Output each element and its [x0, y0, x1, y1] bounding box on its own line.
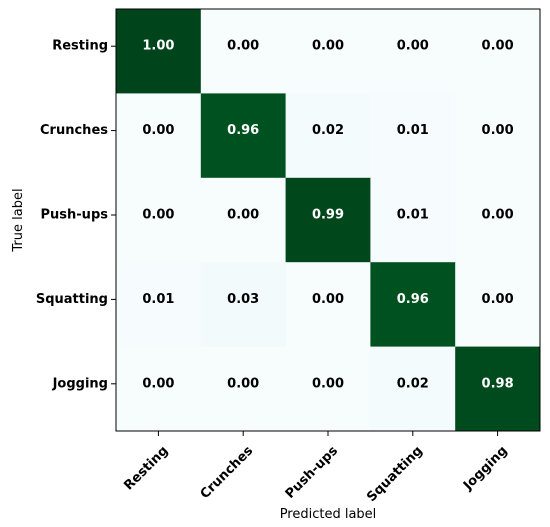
heatmap-cells: [116, 9, 541, 432]
heatmap-cell-1-2: [285, 93, 371, 179]
heatmap-cell-3-2: [285, 262, 371, 348]
cell-value-1-1: 0.96: [227, 123, 259, 138]
cell-value-4-3: 0.02: [397, 376, 429, 391]
heatmap-cell-2-1: [200, 177, 287, 263]
heatmap-cell-0-2: [285, 9, 371, 94]
heatmap-cell-2-4: [455, 177, 541, 263]
cell-value-1-4: 0.00: [482, 123, 514, 138]
x-axis-ticks: Resting Crunches Push-ups Squatting Jogging: [121, 431, 511, 505]
cell-value-0-2: 0.00: [312, 39, 344, 54]
heatmap-cell-0-0: [116, 9, 202, 94]
cell-value-2-2: 0.99: [312, 208, 344, 223]
cell-value-4-0: 0.00: [142, 376, 174, 391]
heatmap-cell-4-2: [285, 346, 371, 432]
heatmap-cell-2-2: [285, 177, 371, 263]
heatmap-cell-1-4: [455, 93, 541, 179]
y-tick-label: Squatting: [36, 292, 108, 307]
heatmap-cell-4-4: [455, 346, 541, 432]
y-tick-label: Crunches: [40, 123, 108, 138]
heatmap-cell-3-1: [200, 262, 287, 348]
cell-value-3-0: 0.01: [142, 292, 174, 307]
cell-value-2-3: 0.01: [397, 208, 429, 223]
cell-value-0-3: 0.00: [397, 39, 429, 54]
cell-value-2-4: 0.00: [482, 208, 514, 223]
heatmap-cell-0-1: [200, 9, 287, 94]
cell-value-0-1: 0.00: [227, 39, 259, 54]
heatmap-cell-3-4: [455, 262, 541, 348]
cell-value-0-4: 0.00: [482, 39, 514, 54]
x-tick-label: Resting: [121, 443, 171, 493]
cell-value-4-4: 0.98: [482, 376, 514, 391]
heatmap-cell-3-0: [116, 262, 202, 348]
x-tick-label: Jogging: [460, 443, 510, 493]
x-tick-label: Crunches: [198, 443, 257, 502]
heatmap-cell-2-3: [370, 177, 456, 263]
heatmap-cell-1-3: [370, 93, 456, 179]
cell-value-4-2: 0.00: [312, 376, 344, 391]
y-axis-ticks: Resting Crunches Push-ups Squatting Jogging: [36, 39, 116, 391]
x-tick-label: Push-ups: [283, 443, 341, 501]
cell-value-labels: 1.00 0.00 0.00 0.00 0.00 0.00 0.96 0.02 0.01 0.00…: [142, 39, 513, 392]
cell-value-0-0: 1.00: [142, 39, 174, 54]
cell-value-3-2: 0.00: [312, 292, 344, 307]
y-tick-label: Jogging: [52, 376, 108, 391]
heatmap-cell-0-4: [455, 9, 541, 94]
cell-value-2-1: 0.00: [227, 208, 259, 223]
heatmap-cell-1-0: [116, 93, 202, 179]
cell-value-3-4: 0.00: [482, 292, 514, 307]
heatmap-cell-0-3: [370, 9, 456, 94]
cell-value-3-3: 0.96: [397, 292, 429, 307]
cell-value-3-1: 0.03: [227, 292, 259, 307]
heatmap-cell-2-0: [116, 177, 202, 263]
heatmap-cell-4-0: [116, 346, 202, 432]
cell-value-1-2: 0.02: [312, 123, 344, 138]
heatmap-cell-4-1: [200, 346, 287, 432]
cell-value-1-3: 0.01: [397, 123, 429, 138]
heatmap-cell-4-3: [370, 346, 456, 432]
heatmap-cell-3-3: [370, 262, 456, 348]
cell-value-4-1: 0.00: [227, 376, 259, 391]
cell-value-2-0: 0.00: [142, 208, 174, 223]
y-axis-label: True label: [11, 188, 26, 252]
x-tick-label: Squatting: [364, 443, 426, 505]
x-axis-label: Predicted label: [280, 507, 377, 522]
cell-value-1-0: 0.00: [142, 123, 174, 138]
y-tick-label: Push-ups: [41, 208, 109, 223]
y-tick-label: Resting: [52, 39, 108, 54]
heatmap-cell-1-1: [200, 93, 287, 179]
